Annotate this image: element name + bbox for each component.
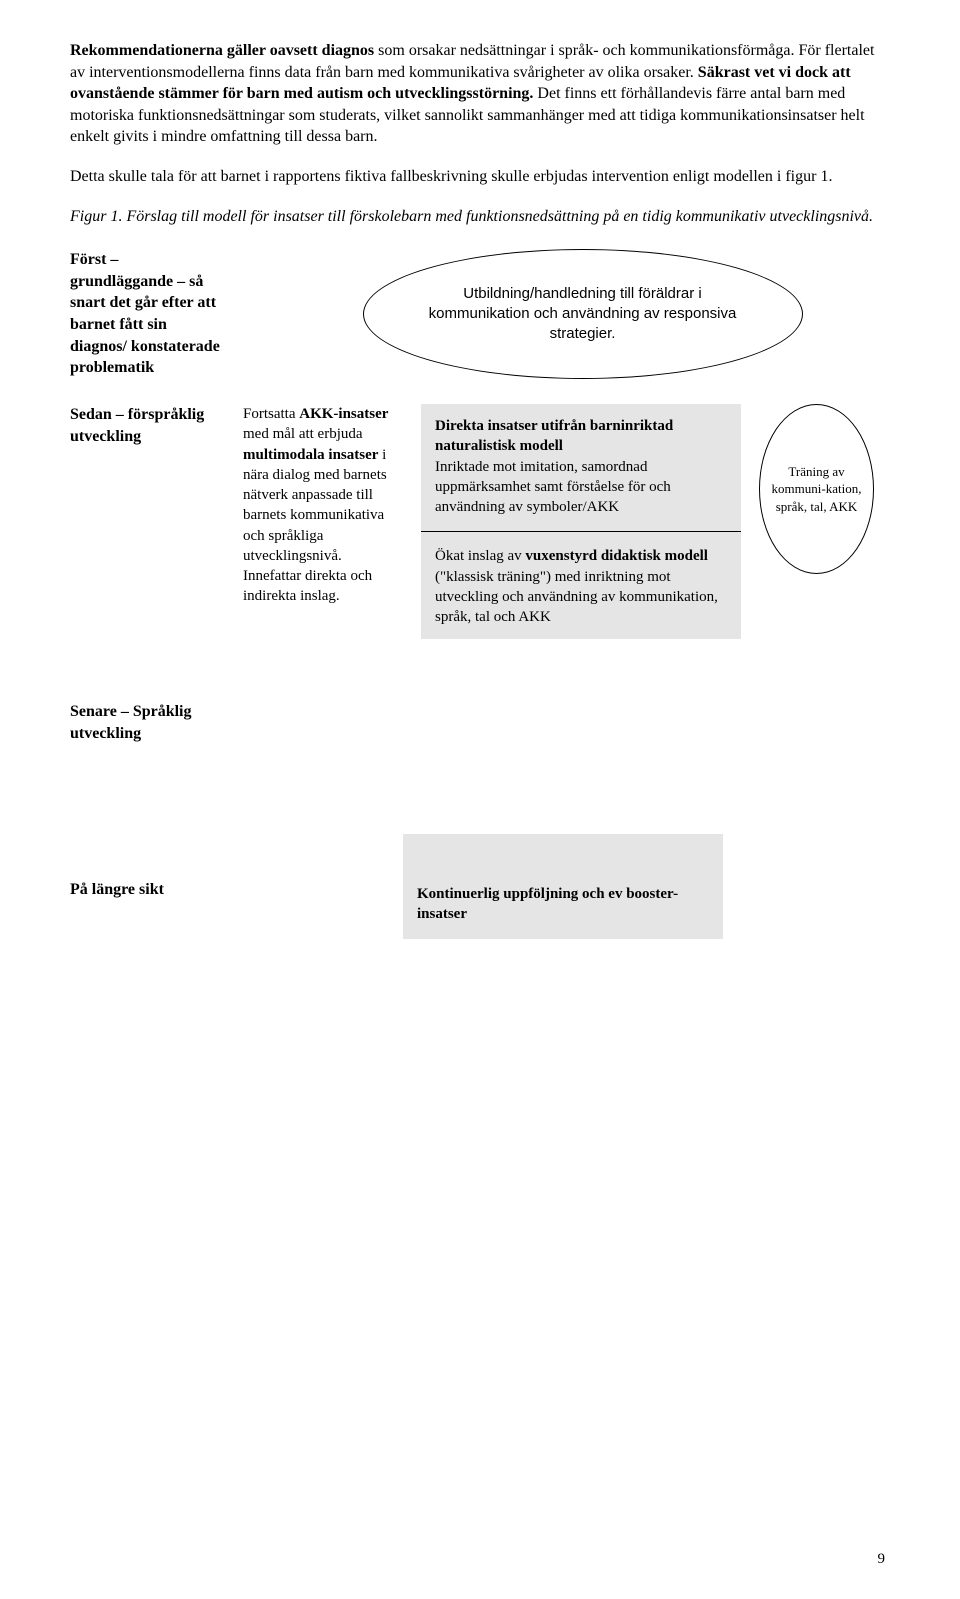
stage-labels-middle: Sedan – förspråklig utveckling Senare – … (70, 404, 225, 744)
page-number: 9 (878, 1549, 886, 1569)
gray-top-text: Inriktade mot imitation, samordnad uppmä… (435, 459, 671, 516)
diagram-row-middle: Sedan – förspråklig utveckling Senare – … (70, 404, 890, 744)
intervention-model-diagram: Först – grundläggande – så snart det går… (70, 249, 890, 939)
gray-box-interventions: Direkta insatser utifrån barninriktad na… (421, 404, 741, 639)
gray-top-heading: Direkta insatser utifrån barninriktad na… (435, 418, 673, 454)
akk-b2: multimodala insatser (243, 447, 378, 463)
akk-column: Fortsatta AKK-insatser med mål att erbju… (243, 404, 403, 607)
stage-label-first: Först – grundläggande – så snart det går… (70, 249, 225, 379)
p1-lead: Rekommendationerna gäller oavsett diagno… (70, 42, 374, 59)
gray-bot-pre: Ökat inslag av (435, 548, 525, 564)
stage-label-linguistic: Senare – Språklig utveckling (70, 701, 225, 744)
akk-b1: AKK-insatser (299, 406, 388, 422)
ellipse-parent-training: Utbildning/handledning till föräldrar i … (363, 249, 803, 379)
stage-label-prelinguistic: Sedan – förspråklig utveckling (70, 404, 225, 447)
akk-mid1: med mål att erbjuda (243, 426, 363, 442)
stage-label-longterm: På längre sikt (70, 879, 164, 901)
diagram-row-first: Först – grundläggande – så snart det går… (70, 249, 890, 379)
gray-box-followup: Kontinuerlig uppföljning och ev booster-… (403, 834, 723, 939)
gray-bot-heading: vuxenstyrd didaktisk modell (525, 548, 708, 564)
gray-box-divider (421, 531, 741, 532)
paragraph-recommendations: Rekommendationerna gäller oavsett diagno… (70, 40, 890, 148)
ellipse-training: Träning av kommuni-kation, språk, tal, A… (759, 404, 874, 574)
paragraph-conclusion: Detta skulle tala för att barnet i rappo… (70, 166, 890, 188)
figure-caption: Figur 1. Förslag till modell för insatse… (70, 206, 890, 228)
diagram-row-followup: På längre sikt Kontinuerlig uppföljning … (70, 834, 890, 939)
akk-pre1: Fortsatta (243, 406, 299, 422)
akk-rest: i nära dialog med barnets nätverk anpass… (243, 447, 387, 605)
gray-bot-text: ("klassisk träning") med inriktning mot … (435, 569, 718, 626)
